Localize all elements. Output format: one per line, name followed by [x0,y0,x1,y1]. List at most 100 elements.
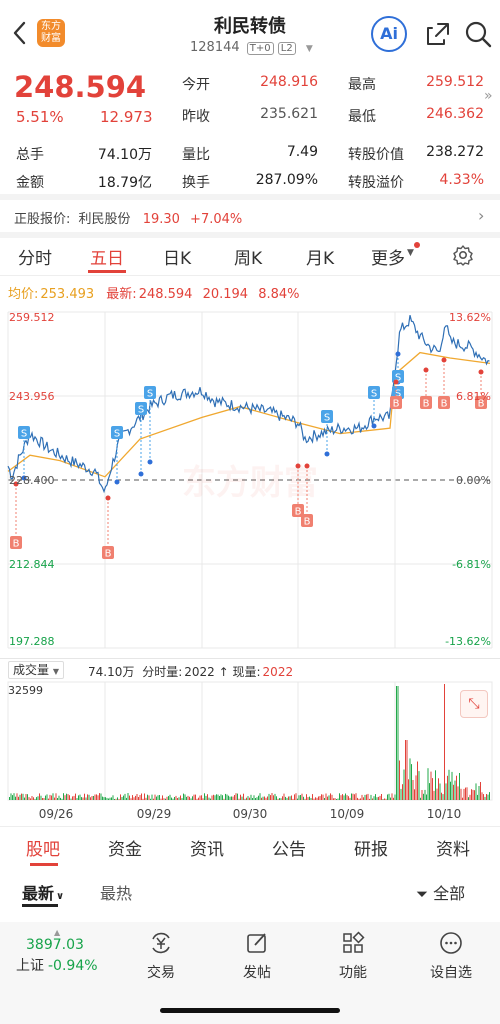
filter-all[interactable]: ⏷ 全部 [416,880,465,904]
buy-marker[interactable] [420,396,432,409]
volume-bar [198,797,199,800]
volume-bar [294,794,295,800]
volume-bar [385,798,387,800]
volume-bar [160,798,162,800]
buy-marker[interactable] [10,536,22,549]
index-widget[interactable]: ▲ 3897.03 上证 -0.94% [16,928,116,975]
tick-vol-label: 分时量: [142,665,183,679]
volume-bar [390,797,391,800]
subtab-announcements[interactable]: 公告 [272,840,306,860]
nav-post[interactable]: 发帖 [222,930,292,982]
amount-value: 18.79亿 [97,175,152,191]
nav-trade[interactable]: 交易 [126,930,196,982]
watermark: 东方财富 [182,463,318,503]
sort-hot[interactable]: 最热 [100,884,133,903]
volume-bar [339,793,340,800]
tick-vol-value: 2022 [184,665,215,679]
nav-functions[interactable]: 功能 [318,930,388,982]
fullscreen-button[interactable]: ⤡ [460,690,488,718]
tab-intraday[interactable]: 分时 [18,249,52,269]
sell-marker[interactable] [321,410,333,423]
volume-bar [304,798,306,800]
volume-bar [219,796,220,800]
volume-bar [366,794,367,800]
sell-marker[interactable] [144,386,156,399]
notification-dot [414,242,420,248]
volume-bar [414,789,415,800]
dropdown-icon[interactable]: ▼ [305,44,313,54]
ai-button[interactable]: Ai [371,16,407,52]
buy-marker[interactable] [292,504,304,517]
volume-bar [46,794,48,800]
y-tick-left: 228.400 [9,474,55,487]
sell-marker[interactable] [18,426,30,439]
subtab-news[interactable]: 资讯 [190,840,224,860]
volume-bar [259,793,261,800]
volume-bar [334,798,336,800]
subtab-research[interactable]: 研报 [354,840,388,860]
sell-marker[interactable] [135,402,147,415]
buy-marker[interactable] [475,396,487,409]
sell-marker-label: S [21,429,27,440]
indicator-selector[interactable]: 成交量 ▼ [8,661,64,679]
volume-chart[interactable]: 32599 09/26 09/29 09/30 10/09 10/10 [0,680,500,826]
prev-close-value: 235.621 [260,106,318,122]
volume-bar [9,797,10,800]
y-tick-right: 6.81% [456,390,491,403]
price-line [7,315,490,494]
sell-point [147,459,153,465]
sell-marker[interactable] [111,426,123,439]
volume-bar [313,798,315,800]
buy-marker[interactable] [301,514,313,527]
vol-ratio-label: 量比 [182,147,210,163]
sell-marker[interactable] [392,386,404,399]
volume-header: 成交量 ▼ 74.10万 分时量: 2022 ↑ 现量: 2022 [0,658,500,680]
subtab-profile[interactable]: 资料 [436,840,470,860]
back-icon[interactable] [8,18,32,48]
volume-bar [126,797,127,800]
buy-point [105,495,111,501]
expand-chevron-icon[interactable]: » [484,88,493,104]
volume-bar [468,797,469,800]
volume-bar [472,789,474,800]
sort-latest[interactable]: 最新 ∨ [22,880,64,904]
volume-bar [244,798,246,800]
nav-watchlist[interactable]: 设自选 [416,930,486,982]
chevron-right-icon[interactable]: › [478,206,485,225]
volume-bar [439,783,441,800]
tab-monthly-k[interactable]: 月K [306,249,335,269]
volume-bar [265,797,267,800]
volume-bar [181,798,183,800]
volume-bar [354,794,355,800]
volume-bar [348,796,349,800]
volume-bar [205,795,207,800]
tab-more[interactable]: 更多 [371,249,405,269]
tab-weekly-k[interactable]: 周K [234,249,263,269]
y-tick-left: 197.288 [9,635,55,648]
buy-marker[interactable] [102,546,114,559]
sell-marker-label: S [371,389,377,400]
volume-bar [90,797,91,800]
sell-marker[interactable] [368,386,380,399]
buy-marker[interactable] [390,396,402,409]
tab-daily-k[interactable]: 日K [163,249,192,269]
volume-bar [64,795,66,800]
volume-bar [168,796,169,800]
volume-bar [343,795,345,800]
search-icon[interactable] [464,20,492,52]
subtab-guba[interactable]: 股吧 [26,840,60,860]
subtab-funds[interactable]: 资金 [108,840,142,860]
underlying-stock-row[interactable]: 正股报价: 利民股份 19.30 +7.04% › [0,194,500,238]
volume-bar [475,783,477,800]
volume-bar [298,795,300,800]
tab-five-day[interactable]: 五日 [90,249,124,269]
volume-bar [216,794,217,800]
t0-badge: T+0 [246,42,274,55]
volume-bar [192,796,193,800]
volume-bar [36,797,37,800]
settings-gear-icon[interactable] [452,244,474,270]
share-icon[interactable] [424,20,452,52]
buy-marker[interactable] [438,396,450,409]
volume-bar [135,795,136,800]
